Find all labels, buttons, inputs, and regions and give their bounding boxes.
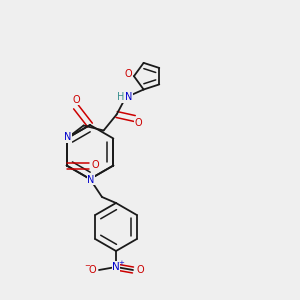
Text: N: N [112, 262, 120, 272]
Text: N: N [125, 92, 132, 103]
Text: O: O [136, 265, 144, 275]
Text: H: H [117, 92, 124, 103]
Text: N: N [64, 133, 71, 142]
Text: O: O [92, 160, 99, 170]
Text: O: O [135, 118, 142, 128]
Text: O: O [72, 95, 80, 105]
Text: +: + [118, 260, 124, 266]
Text: N: N [87, 175, 95, 185]
Text: O: O [124, 69, 132, 79]
Text: O: O [88, 265, 96, 275]
Text: −: − [84, 263, 90, 269]
